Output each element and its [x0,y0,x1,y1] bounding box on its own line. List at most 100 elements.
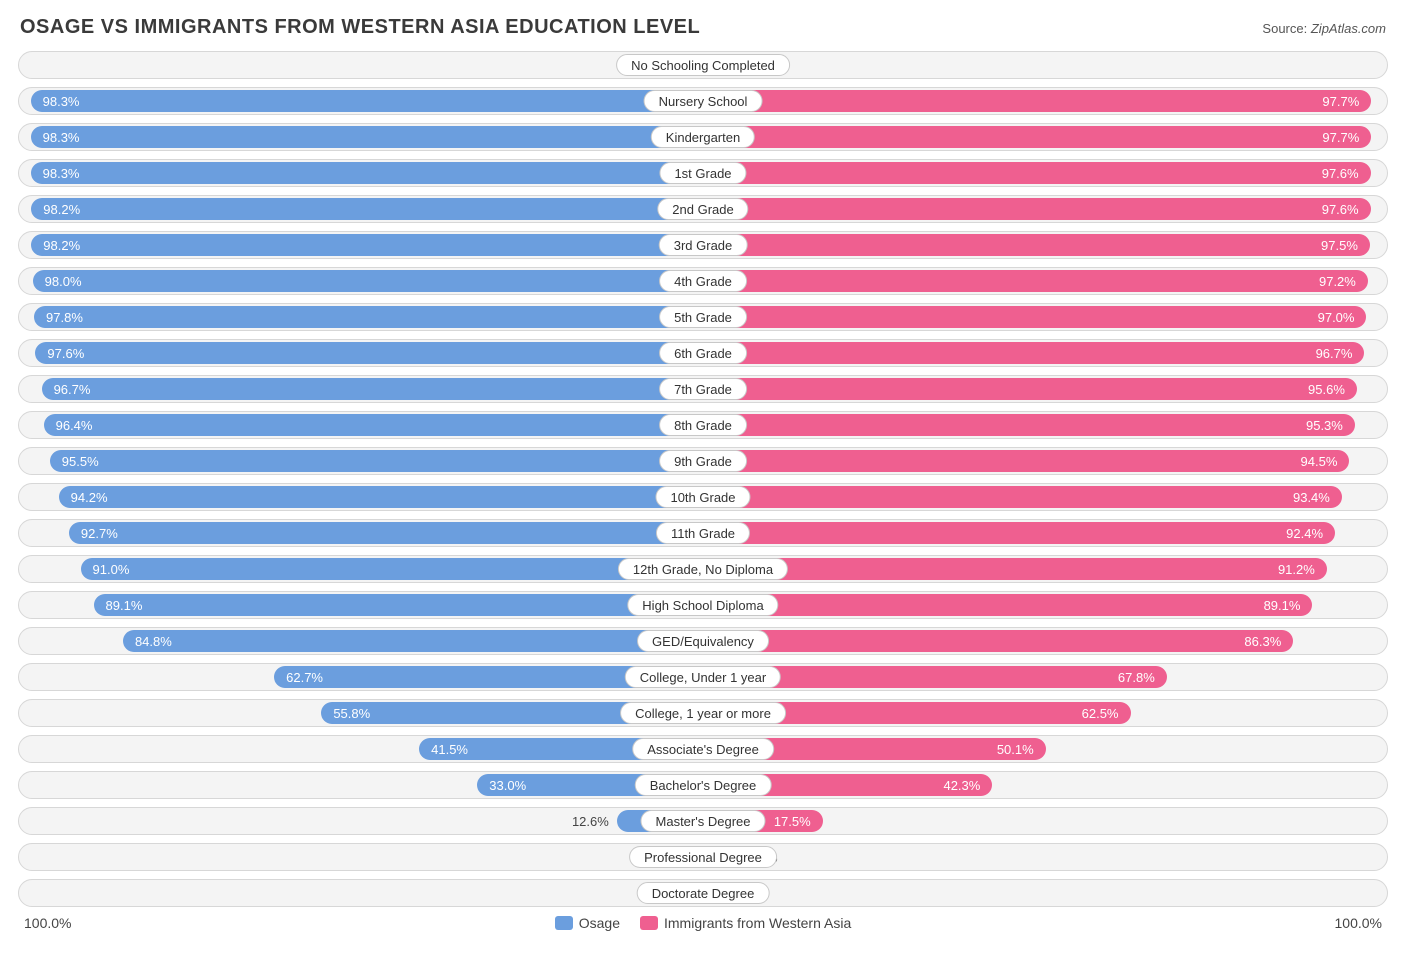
value-left: 98.3% [31,160,80,186]
value-right: 17.5% [774,808,823,834]
chart-row: 97.8%97.0%5th Grade [18,303,1388,331]
bar-left [35,342,703,364]
source-value: ZipAtlas.com [1311,21,1386,36]
chart-row: 98.3%97.7%Nursery School [18,87,1388,115]
bar-right [703,450,1349,472]
value-right: 95.6% [1308,376,1357,402]
category-label: 4th Grade [659,270,747,292]
bar-right [703,126,1371,148]
value-right: 50.1% [997,736,1046,762]
bar-left [50,450,703,472]
legend-item-left: Osage [555,915,620,931]
legend-label-left: Osage [579,915,620,931]
category-label: 6th Grade [659,342,747,364]
chart-row: 98.3%97.6%1st Grade [18,159,1388,187]
category-label: No Schooling Completed [616,54,790,76]
legend: Osage Immigrants from Western Asia [555,915,852,931]
bar-right [703,522,1335,544]
legend-label-right: Immigrants from Western Asia [664,915,851,931]
category-label: Bachelor's Degree [635,774,772,796]
category-label: 3rd Grade [659,234,748,256]
chart-row: 98.0% 97.2% 4th Grade [18,267,1388,295]
axis-left-max: 100.0% [24,915,71,931]
chart-row: 12.6% 17.5% Master's Degree [18,807,1388,835]
value-left: 98.2% [31,232,80,258]
value-right: 94.5% [1301,448,1350,474]
value-right: 89.1% [1264,592,1313,618]
bar-right [703,630,1293,652]
value-right: 97.6% [1322,196,1371,222]
value-right: 91.2% [1278,556,1327,582]
bar-right [703,234,1370,256]
chart-footer: 100.0% Osage Immigrants from Western Asi… [16,915,1390,931]
category-label: 2nd Grade [657,198,748,220]
bar-right [703,90,1371,112]
category-label: High School Diploma [627,594,778,616]
value-right: 93.4% [1293,484,1342,510]
category-label: 5th Grade [659,306,747,328]
value-right: 96.7% [1316,340,1365,366]
category-label: 10th Grade [655,486,750,508]
chart-title: OSAGE VS IMMIGRANTS FROM WESTERN ASIA ED… [20,16,700,39]
chart-row: 98.2%97.6%2nd Grade [18,195,1388,223]
value-right: 97.6% [1322,160,1371,186]
value-left: 97.6% [35,340,84,366]
axis-right-max: 100.0% [1335,915,1382,931]
value-right: 97.2% [1319,268,1368,294]
chart-row: 91.0%91.2%12th Grade, No Diploma [18,555,1388,583]
bar-right [703,558,1327,580]
value-left: 98.3% [31,88,80,114]
category-label: Master's Degree [641,810,766,832]
value-left: 91.0% [81,556,130,582]
category-label: College, 1 year or more [620,702,786,724]
chart-row: 96.7% 95.6% 7th Grade [18,375,1388,403]
chart-row: 95.5%94.5%9th Grade [18,447,1388,475]
category-label: Associate's Degree [632,738,774,760]
category-label: 7th Grade [659,378,747,400]
legend-swatch-right [640,916,658,930]
value-left: 98.0% [33,268,82,294]
bar-left [44,414,703,436]
category-label: Kindergarten [651,126,755,148]
bar-left [31,234,703,256]
value-right: 97.7% [1322,124,1371,150]
chart-row: 92.7%92.4%11th Grade [18,519,1388,547]
chart-row: 89.1% 89.1% High School Diploma [18,591,1388,619]
bar-right [703,270,1368,292]
bar-left [31,162,703,184]
bar-left [33,270,703,292]
chart-header: OSAGE VS IMMIGRANTS FROM WESTERN ASIA ED… [16,16,1390,39]
chart-row: 55.8%62.5%College, 1 year or more [18,699,1388,727]
value-right: 97.5% [1321,232,1370,258]
legend-item-right: Immigrants from Western Asia [640,915,851,931]
chart-row: 97.6% 96.7% 6th Grade [18,339,1388,367]
category-label: Nursery School [644,90,763,112]
value-left: 33.0% [477,772,526,798]
chart-row: 33.0% 42.3% Bachelor's Degree [18,771,1388,799]
value-right: 95.3% [1306,412,1355,438]
value-left: 96.7% [42,376,91,402]
value-right: 92.4% [1286,520,1335,546]
bar-right [703,378,1357,400]
legend-swatch-left [555,916,573,930]
bar-right [703,414,1355,436]
value-left: 98.3% [31,124,80,150]
bar-left [69,522,703,544]
chart-row: 98.2% 97.5% 3rd Grade [18,231,1388,259]
bar-left [31,126,703,148]
bar-right [703,594,1312,616]
value-right: 42.3% [943,772,992,798]
chart-row: 41.5%50.1%Associate's Degree [18,735,1388,763]
category-label: College, Under 1 year [625,666,781,688]
chart-source: Source: ZipAtlas.com [1262,21,1386,36]
category-label: GED/Equivalency [637,630,769,652]
bar-left [94,594,703,616]
chart-row: 84.8%86.3%GED/Equivalency [18,627,1388,655]
bar-left [81,558,703,580]
value-left: 95.5% [50,448,99,474]
bar-right [703,486,1342,508]
value-left: 89.1% [94,592,143,618]
value-left: 12.6% [572,808,617,834]
bar-left [59,486,703,508]
chart-row: 1.7%2.2%Doctorate Degree [18,879,1388,907]
